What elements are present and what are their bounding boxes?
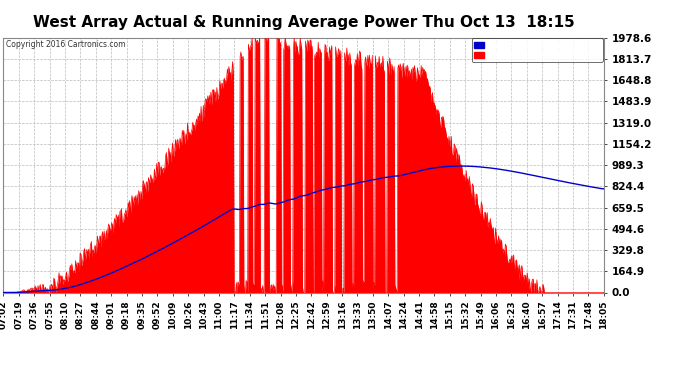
Text: West Array Actual & Running Average Power Thu Oct 13  18:15: West Array Actual & Running Average Powe…: [32, 15, 575, 30]
Text: Copyright 2016 Cartronics.com: Copyright 2016 Cartronics.com: [6, 40, 126, 49]
Legend: Average  (DC Watts), West Array  (DC Watts): Average (DC Watts), West Array (DC Watts…: [471, 38, 603, 62]
